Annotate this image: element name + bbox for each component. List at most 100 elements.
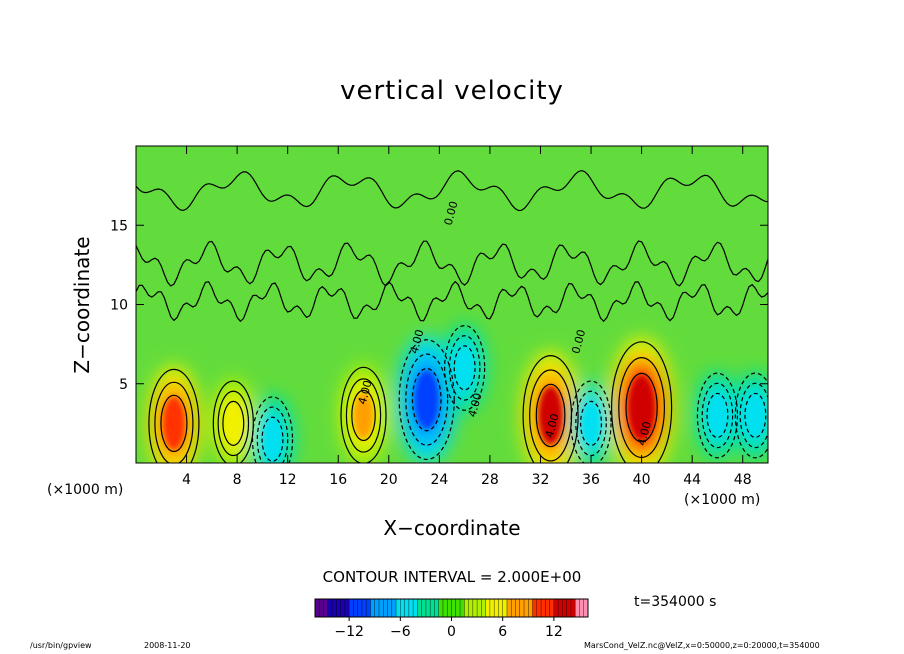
colorbar-cell xyxy=(323,599,329,617)
colorbar-cell xyxy=(447,599,452,617)
colorbar: −12 −6 0 6 12 xyxy=(314,598,589,640)
colorbar-cell xyxy=(315,599,320,617)
contour-label: 0.00 xyxy=(442,200,461,227)
colorbar-cell xyxy=(566,599,572,617)
contour-label: 0.00 xyxy=(569,328,588,355)
x-unit-label-left: (×1000 m) xyxy=(47,482,124,498)
x-tick-label: 24 xyxy=(430,472,448,488)
contour-label: 4.00 xyxy=(635,420,654,447)
contour-label: 4.00 xyxy=(543,412,562,439)
x-tick-label: 16 xyxy=(329,472,347,488)
x-tick-label: 20 xyxy=(380,472,398,488)
colorbar-cell xyxy=(494,599,499,617)
colorbar-cell xyxy=(575,599,580,617)
colorbar-cell xyxy=(506,599,512,617)
colorbar-cell xyxy=(417,599,423,617)
colorbar-cell xyxy=(370,599,376,617)
colorbar-cell xyxy=(498,599,504,617)
contour-line xyxy=(136,240,768,287)
x-tick-label: 12 xyxy=(279,472,297,488)
colorbar-cell xyxy=(532,599,538,617)
time-label: t=354000 s xyxy=(634,594,717,610)
colorbar-cell xyxy=(332,599,337,617)
colorbar-cell xyxy=(408,599,414,617)
x-tick-label: 40 xyxy=(633,472,651,488)
y-tick-label: 10 xyxy=(110,298,128,314)
chart-title: vertical velocity xyxy=(340,76,564,106)
footer-source: MarsCond_VelZ.nc@VelZ,x=0:50000,z=0:2000… xyxy=(584,641,820,650)
colorbar-cell xyxy=(481,599,487,617)
plot-area: 4.00 4.00 0.00 0.00 4.00 4.00 4.00 xyxy=(135,145,769,464)
colorbar-cell xyxy=(391,599,397,617)
contour-line xyxy=(136,280,768,323)
x-tick-label: 4 xyxy=(182,472,191,488)
colorbar-cell xyxy=(477,599,482,617)
colorbar-cell xyxy=(442,599,448,617)
colorbar-cell xyxy=(528,599,534,617)
colorbar-cell xyxy=(451,599,457,617)
colorbar-cell xyxy=(361,599,367,617)
colorbar-cell xyxy=(562,599,568,617)
contour-line xyxy=(136,169,768,212)
colorbar-cell xyxy=(430,599,435,617)
colorbar-cell xyxy=(425,599,431,617)
colorbar-cell xyxy=(460,599,465,617)
colorbar-cell xyxy=(524,599,529,617)
colorbar-cell xyxy=(553,599,559,617)
colorbar-cell xyxy=(421,599,427,617)
colorbar-cell xyxy=(383,599,389,617)
colorbar-cell xyxy=(357,599,363,617)
colorbar-cell xyxy=(549,599,555,617)
colorbar-cell xyxy=(378,599,384,617)
colorbar-cell xyxy=(319,599,325,617)
colorbar-cell xyxy=(438,599,444,617)
colorbar-cell xyxy=(387,599,393,617)
colorbar-cell xyxy=(468,599,474,617)
colorbar-tick-label: −6 xyxy=(390,624,411,640)
x-tick-label: 36 xyxy=(582,472,600,488)
colorbar-cell xyxy=(366,599,371,617)
colorbar-cell xyxy=(502,599,508,617)
x-tick-label: 28 xyxy=(481,472,499,488)
colorbar-cell xyxy=(519,599,525,617)
colorbar-cell xyxy=(404,599,410,617)
contour-label: 4.00 xyxy=(356,379,375,406)
colorbar-cell xyxy=(579,599,585,617)
y-tick-label: 15 xyxy=(110,218,128,234)
colorbar-cell xyxy=(396,599,401,617)
footer-date: 2008-11-20 xyxy=(144,641,191,650)
colorbar-cell xyxy=(583,599,589,617)
colorbar-cell xyxy=(327,599,333,617)
colorbar-cell xyxy=(374,599,380,617)
x-tick-label: 44 xyxy=(683,472,701,488)
contour-interval-note: CONTOUR INTERVAL = 2.000E+00 xyxy=(322,568,582,586)
colorbar-cell xyxy=(489,599,495,617)
colorbar-cell xyxy=(536,599,542,617)
colorbar-cell xyxy=(344,599,350,617)
x-tick-label: 32 xyxy=(532,472,550,488)
colorbar-cell xyxy=(336,599,342,617)
y-axis: 5 10 15 xyxy=(110,218,768,393)
colorbar-tick-label: 0 xyxy=(447,624,456,640)
colorbar-cell xyxy=(545,599,551,617)
colorbar-cell xyxy=(472,599,478,617)
colorbar-cell xyxy=(541,599,546,617)
colorbar-cell xyxy=(511,599,516,617)
colorbar-cell xyxy=(558,599,563,617)
x-unit-label-right: (×1000 m) xyxy=(684,492,761,508)
colorbar-cell xyxy=(349,599,354,617)
colorbar-cell xyxy=(400,599,406,617)
colorbar-cell xyxy=(455,599,461,617)
colorbar-tick-label: −12 xyxy=(334,624,364,640)
y-tick-label: 5 xyxy=(119,377,128,393)
x-tick-label: 48 xyxy=(734,472,752,488)
footer-program: /usr/bin/gpview xyxy=(30,641,92,650)
x-axis-label: X−coordinate xyxy=(383,516,521,540)
colorbar-cell xyxy=(353,599,359,617)
colorbar-cell xyxy=(570,599,576,617)
colorbar-cell xyxy=(413,599,418,617)
colorbar-cell xyxy=(485,599,491,617)
contour-label: 4.00 xyxy=(466,392,485,419)
x-tick-label: 8 xyxy=(233,472,242,488)
